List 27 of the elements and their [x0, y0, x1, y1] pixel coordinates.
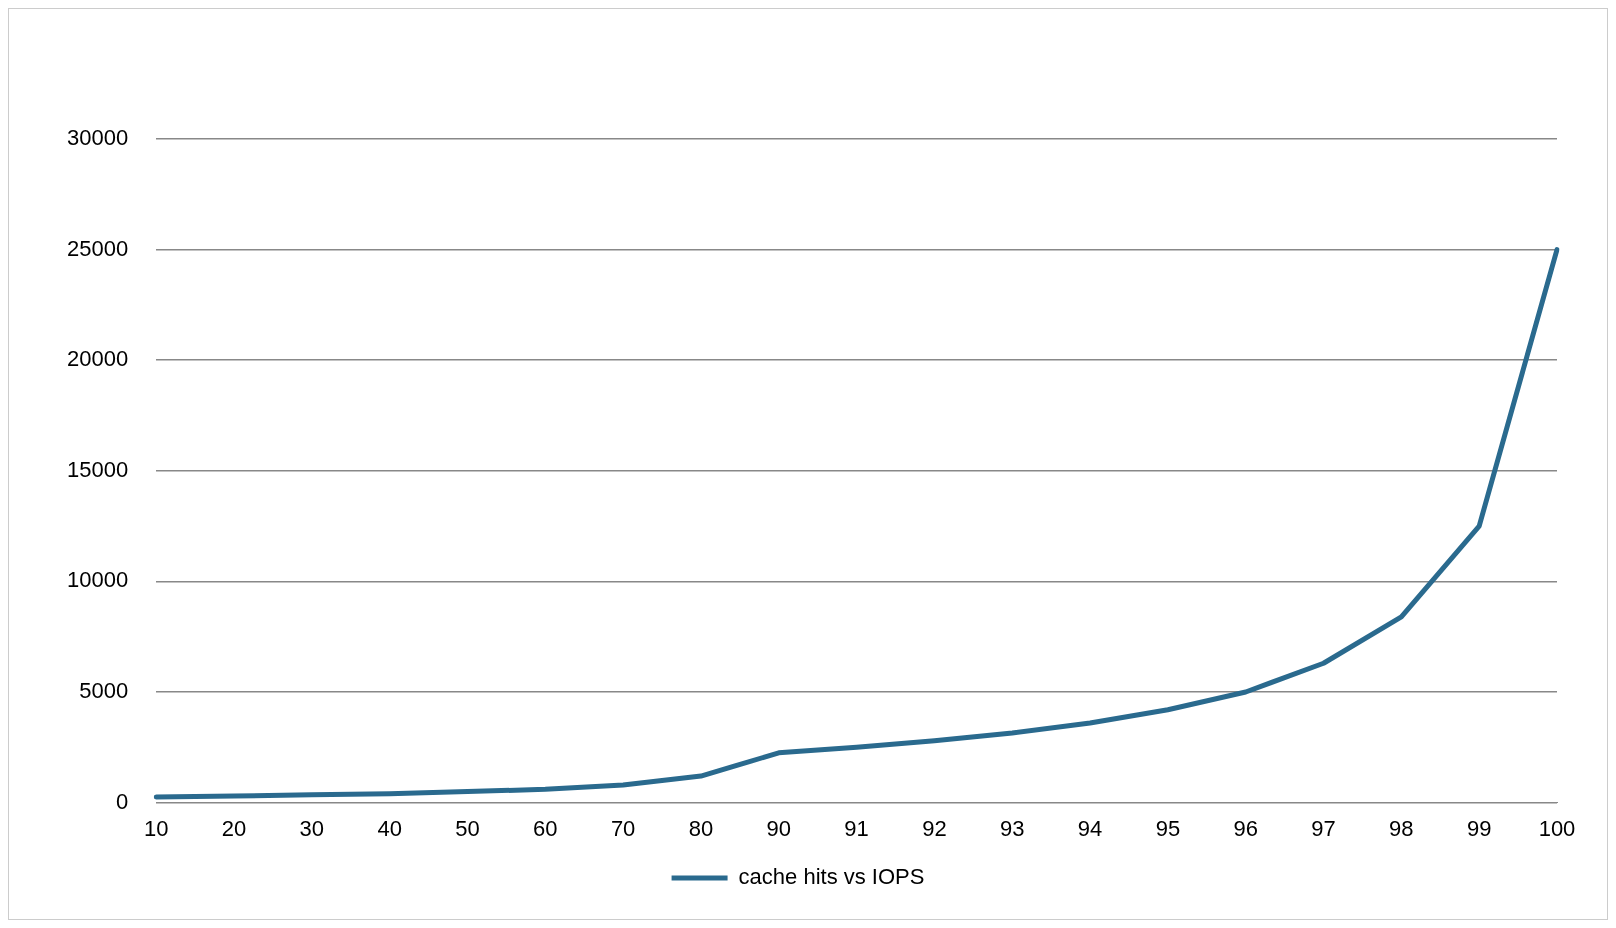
- x-tick-label: 80: [688, 815, 714, 841]
- y-tick-label: 10000: [66, 567, 129, 593]
- x-tick-label: 96: [1233, 815, 1258, 841]
- y-tick-label: 25000: [66, 235, 129, 261]
- x-tick-label: 20: [221, 815, 247, 841]
- x-tick-label: 92: [922, 815, 947, 841]
- x-tick-label: 91: [844, 815, 869, 841]
- legend-label: cache hits vs IOPS: [738, 864, 925, 890]
- x-tick-label: 94: [1077, 815, 1103, 841]
- x-tick-label: 50: [455, 815, 480, 841]
- y-tick-label: 20000: [66, 346, 129, 372]
- x-tick-label: 60: [533, 815, 558, 841]
- x-tick-label: 40: [377, 815, 402, 841]
- y-tick-label: 5000: [79, 678, 129, 704]
- y-tick-label: 15000: [66, 456, 129, 482]
- x-tick-label: 90: [766, 815, 792, 841]
- x-tick-label: 97: [1311, 815, 1336, 841]
- x-tick-label: 99: [1466, 815, 1492, 841]
- x-tick-label: 100: [1538, 815, 1576, 841]
- x-tick-label: 10: [143, 815, 169, 841]
- x-tick-label: 70: [610, 815, 636, 841]
- x-tick-label: 95: [1155, 815, 1181, 841]
- y-tick-label: 30000: [66, 125, 129, 151]
- x-tick-label: 98: [1389, 815, 1414, 841]
- x-tick-label: 30: [299, 815, 325, 841]
- x-tick-label: 93: [999, 815, 1025, 841]
- y-tick-label: 0: [115, 788, 129, 814]
